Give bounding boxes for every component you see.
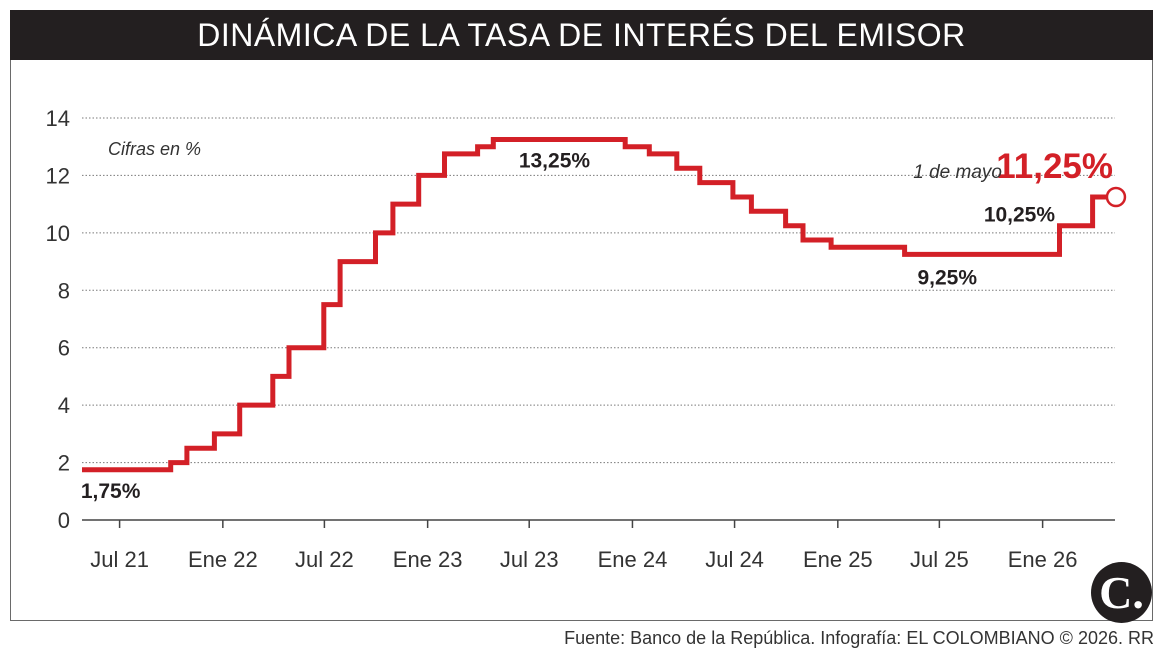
title-bar: DINÁMICA DE LA TASA DE INTERÉS DEL EMISO… xyxy=(10,10,1153,60)
data-label: 9,25% xyxy=(917,266,977,289)
latest-rate-marker xyxy=(1105,186,1127,208)
source-credit: Fuente: Banco de la República. Infografí… xyxy=(564,628,1154,648)
y-tick-label: 0 xyxy=(58,508,70,533)
chart-frame xyxy=(10,10,1153,621)
el-colombiano-logo-icon: C. xyxy=(1091,562,1152,623)
data-label: 10,25% xyxy=(984,204,1056,227)
logo-letter: C. xyxy=(1099,566,1144,618)
data-label: 13,25% xyxy=(519,150,591,173)
x-tick-label: Jul 21 xyxy=(90,547,149,572)
x-tick-label: Jul 25 xyxy=(910,547,969,572)
unit-note: Cifras en % xyxy=(108,139,201,159)
x-tick-label: Ene 25 xyxy=(803,547,873,572)
x-tick-label: Jul 23 xyxy=(500,547,559,572)
y-tick-label: 2 xyxy=(58,451,70,476)
x-tick-label: Ene 26 xyxy=(1008,547,1078,572)
x-tick-label: Jul 24 xyxy=(705,547,764,572)
latest-rate-date: 1 de mayo xyxy=(913,162,1002,183)
data-label: 1,75% xyxy=(81,480,141,503)
chart-title: DINÁMICA DE LA TASA DE INTERÉS DEL EMISO… xyxy=(197,16,966,53)
y-tick-label: 10 xyxy=(46,221,70,246)
y-tick-label: 8 xyxy=(58,278,70,303)
latest-rate-label: 11,25% xyxy=(996,147,1113,186)
y-tick-label: 14 xyxy=(46,106,70,131)
x-tick-label: Ene 24 xyxy=(598,547,668,572)
y-tick-label: 12 xyxy=(46,163,70,188)
x-tick-label: Ene 22 xyxy=(188,547,258,572)
x-tick-label: Jul 22 xyxy=(295,547,354,572)
x-tick-label: Ene 23 xyxy=(393,547,463,572)
y-tick-label: 4 xyxy=(58,393,70,418)
y-tick-label: 6 xyxy=(58,336,70,361)
rate-step-line xyxy=(82,137,1110,473)
